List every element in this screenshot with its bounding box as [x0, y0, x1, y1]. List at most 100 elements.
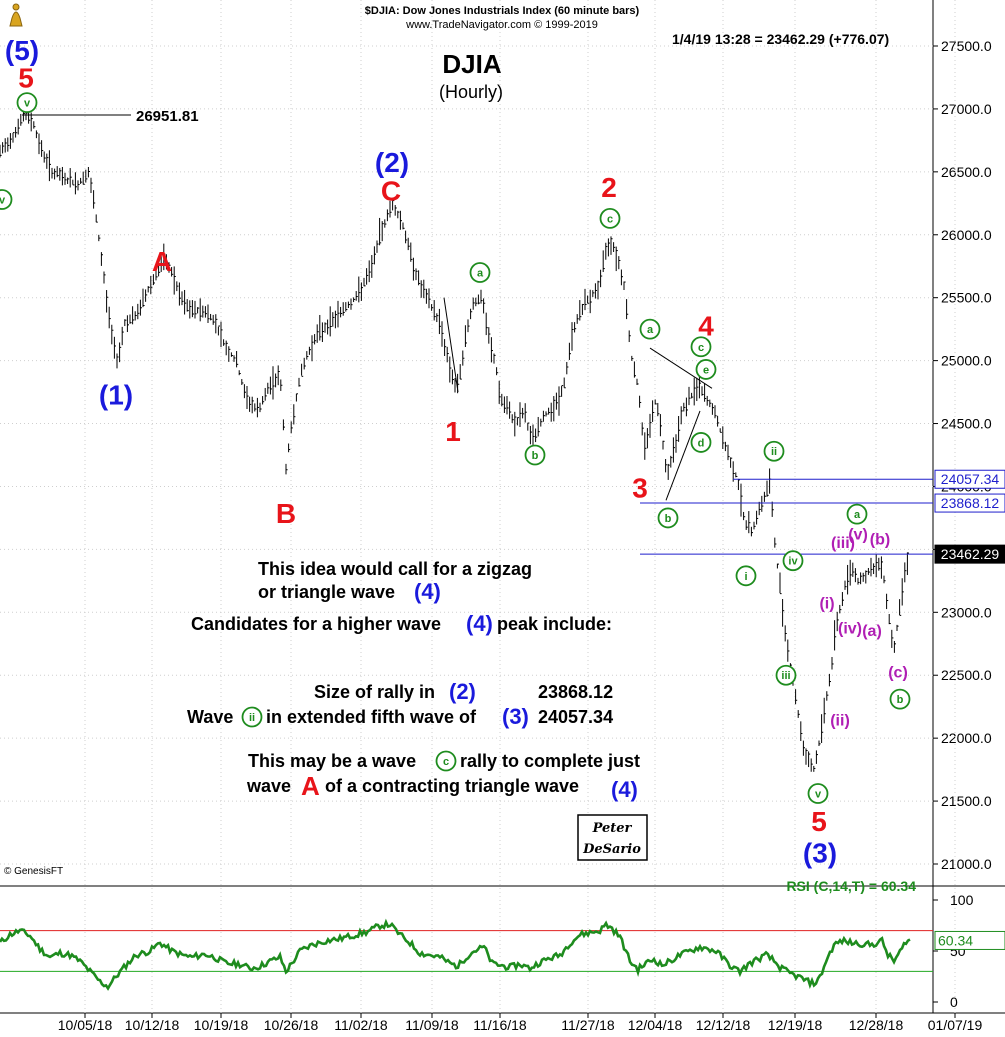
- high-label: 26951.81: [136, 108, 199, 125]
- price-y-tick-label: 22500.0: [941, 667, 992, 683]
- wave-circle-a: [639, 318, 661, 340]
- wave-circle-a: [469, 262, 491, 283]
- price-y-tick-label: 25000.0: [941, 353, 992, 369]
- signature-box: Peter DeSario: [577, 814, 648, 861]
- ext-label-a: Wave: [187, 707, 233, 727]
- wave-label-circle: iv: [788, 556, 798, 568]
- rsi-last-box: [934, 930, 1005, 950]
- price-y-tick-label: 21500.0: [941, 793, 992, 809]
- x-tick-label: 01/07/19: [928, 1017, 983, 1033]
- wave-label-circle: a: [854, 509, 861, 521]
- wave-label-circle: e: [703, 364, 709, 376]
- wave-label-circle: c: [698, 342, 704, 354]
- x-tick-label: 10/12/18: [125, 1017, 180, 1033]
- x-tick-label: 11/27/18: [561, 1017, 615, 1033]
- price-bars: [0, 109, 909, 772]
- wave-label-red: C: [381, 176, 401, 207]
- wave-label-red: B: [276, 498, 296, 529]
- plot-background: [0, 0, 933, 1037]
- wave-label-circle: b: [532, 450, 539, 462]
- rsi-y-tick-label: 0: [950, 994, 958, 1010]
- wave-label-magenta: (c): [888, 665, 908, 682]
- x-tick-label: 11/02/18: [334, 1017, 388, 1033]
- idea-line-a: This may be a wave: [248, 751, 416, 771]
- wave-label-circle: v: [24, 98, 31, 110]
- genesis-logo-icon: [9, 3, 23, 27]
- ext-label-b: in extended fifth wave of: [266, 707, 477, 727]
- price-y-tick-label: 22000.0: [941, 730, 992, 746]
- wave-label-blue: (3): [803, 838, 837, 869]
- price-y-tick-label: 26000.0: [941, 227, 992, 243]
- triangle-lines: [443, 297, 713, 501]
- symbol-line: $DJIA: Dow Jones Industrials Index (60 m…: [365, 5, 640, 17]
- x-axis: 10/05/18 10/12/18 10/19/18 10/26/18 11/02/18…: [58, 0, 983, 1033]
- wave-label-red: 5: [811, 806, 827, 837]
- idea-line-d: of a contracting triangle wave: [325, 776, 579, 796]
- wave-circle-d: [690, 432, 712, 453]
- wave-circle-b: [524, 444, 546, 466]
- wave-label-circle: ii: [771, 446, 777, 458]
- price-y-tick-label: 27000.0: [941, 101, 992, 117]
- wave-label-magenta: (b): [870, 531, 890, 548]
- axis-price-23868-label: 23868.12: [941, 495, 1000, 511]
- wave-label-blue: (5): [5, 35, 39, 66]
- rally-wave: (2): [449, 679, 476, 704]
- wave-circle-a: [846, 503, 868, 525]
- x-tick-label: 11/16/18: [473, 1017, 527, 1033]
- annotation-circle-label: c: [443, 756, 449, 768]
- wave-circle-iii: [775, 664, 797, 686]
- annotation-line1a: This idea would call for a zigzag: [258, 559, 532, 579]
- ext-value: 24057.34: [538, 707, 613, 727]
- triangle-upper: [649, 347, 713, 389]
- wave-label-magenta: (ii): [830, 713, 850, 730]
- rsi-last-value: 60.34: [938, 932, 973, 948]
- wave-label-blue: (1): [99, 380, 133, 411]
- wave-circle-c: [690, 336, 712, 358]
- axis-price-23868-box: [934, 493, 1005, 513]
- signature-line1: Peter: [592, 821, 633, 836]
- wave-label-magenta: (i): [819, 595, 834, 612]
- signature-frame: [577, 814, 648, 861]
- logo-top: [12, 3, 20, 11]
- price-y-tick-label: 23000.0: [941, 604, 992, 620]
- x-tick-label: 12/28/18: [849, 1017, 904, 1033]
- wave-label-magenta: (v): [848, 526, 868, 543]
- wave-label-circle: c: [607, 213, 613, 225]
- annotation-line2-end: peak include:: [497, 614, 612, 634]
- wave-label-red: 1: [445, 416, 461, 447]
- triangle-lower: [665, 410, 701, 501]
- annotation-line2-wave: (4): [466, 611, 493, 636]
- x-tick-label: 10/19/18: [194, 1017, 249, 1033]
- wave-circle-b: [889, 688, 911, 710]
- price-y-tick-label: 24500.0: [941, 416, 992, 432]
- wave-label-magenta: (iii): [831, 535, 855, 552]
- annotation-circle: [435, 750, 457, 772]
- idea-letter: A: [301, 771, 320, 801]
- axis-price-24057-box: [934, 469, 1005, 489]
- last-quote: 1/4/19 13:28 = 23462.29 (+776.07): [672, 31, 889, 47]
- wave-label-blue: (2): [375, 147, 409, 178]
- annotation-circle-label: ii: [249, 712, 255, 724]
- annotation-circle: [241, 706, 263, 728]
- x-tick-label: 12/12/18: [696, 1017, 751, 1033]
- wave-circle-e: [695, 359, 717, 380]
- wave-label-circle: v: [0, 195, 6, 207]
- wave-label-circle: iii: [781, 670, 790, 682]
- idea-line-c: wave: [246, 776, 291, 796]
- x-tick-label: 10/26/18: [264, 1017, 319, 1033]
- wave-label-circle: v: [815, 789, 822, 801]
- wave-label-red: 4: [698, 310, 714, 341]
- wave-label-circle: b: [897, 694, 904, 706]
- wave-label-red: 3: [632, 473, 648, 504]
- copyright: © GenesisFT: [4, 866, 63, 877]
- price-y-tick-label: 26500.0: [941, 164, 992, 180]
- wave-circle-v: [16, 92, 38, 114]
- axis-price-last-box: [934, 544, 1005, 564]
- source-line: www.TradeNavigator.com © 1999-2019: [405, 19, 598, 31]
- rsi-y-tick-label: 100: [950, 892, 974, 908]
- axis-price-24057-label: 24057.34: [941, 471, 1000, 487]
- price-y-tick-label: 27500.0: [941, 38, 992, 54]
- rally-label: Size of rally in: [314, 682, 435, 702]
- wave-label-red: 2: [601, 172, 617, 203]
